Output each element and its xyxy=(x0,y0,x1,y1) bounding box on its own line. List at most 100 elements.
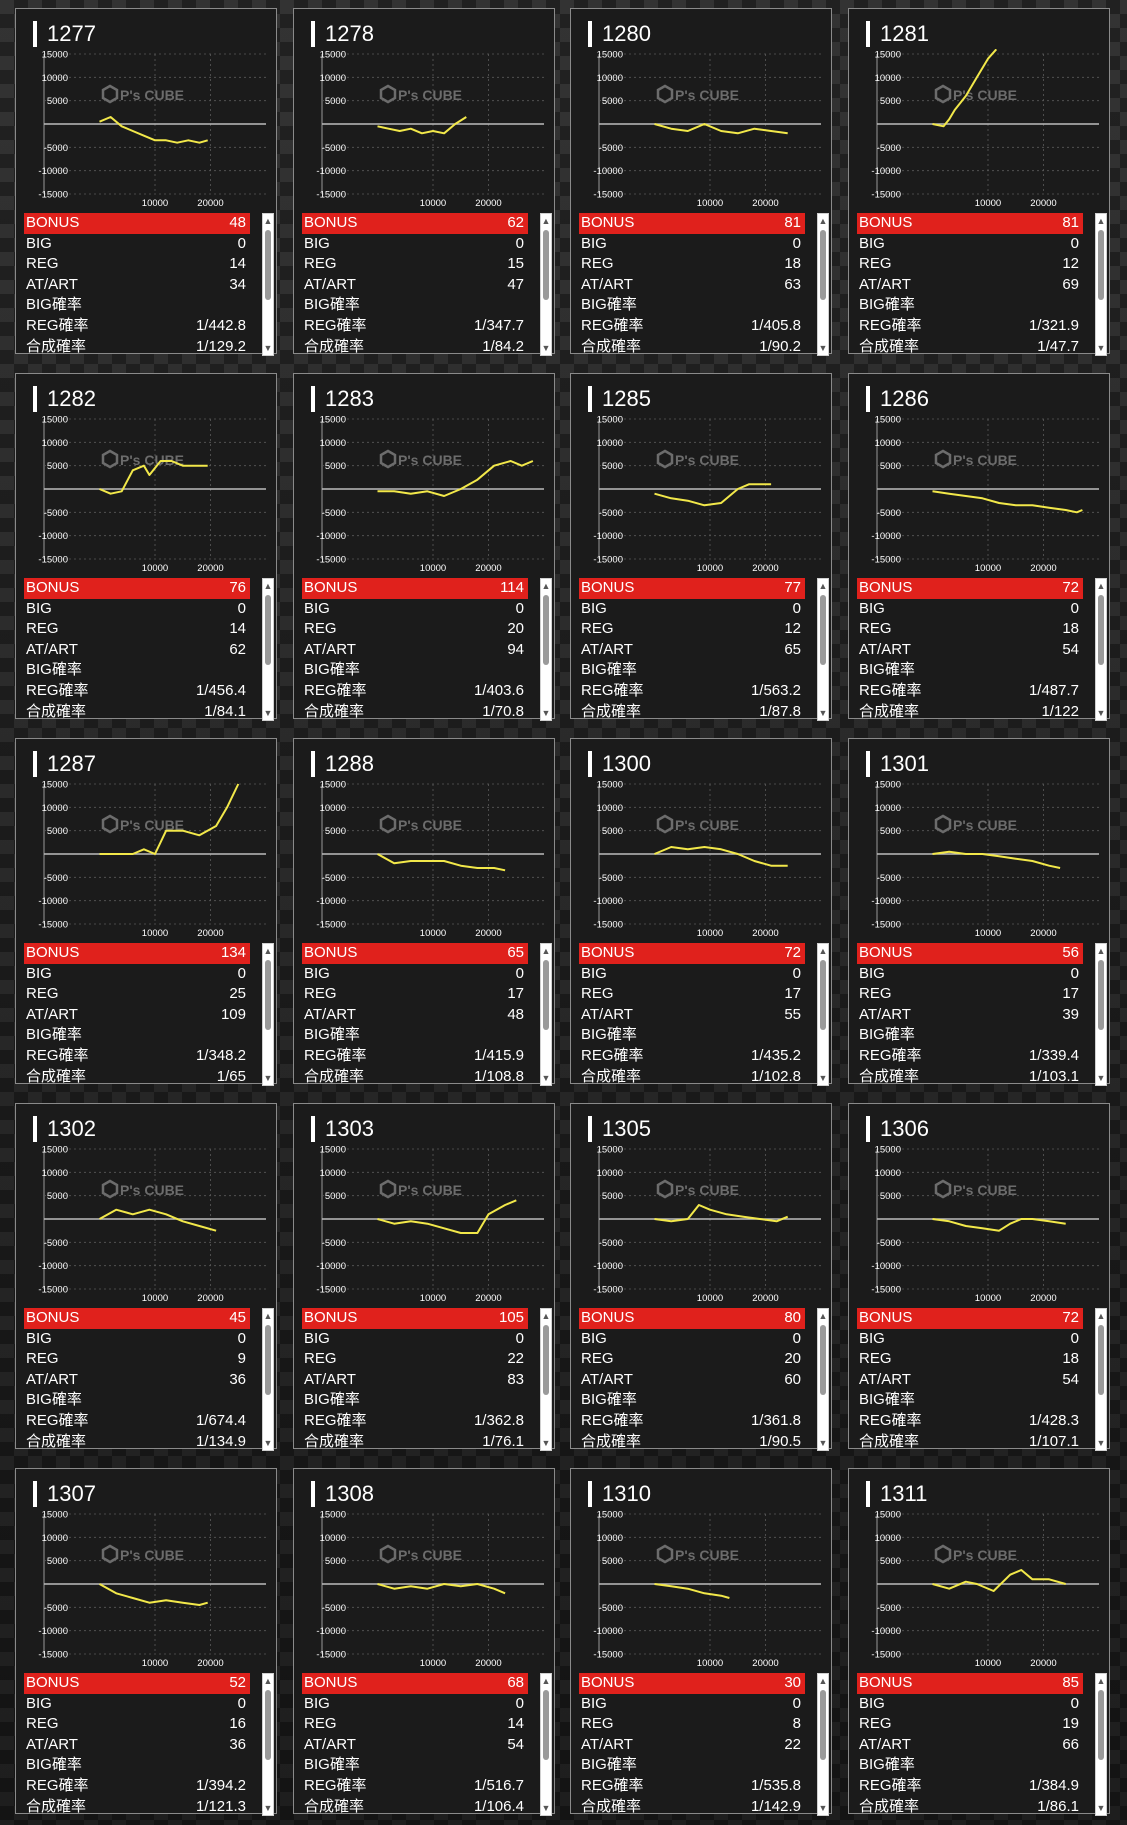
machine-card[interactable]: 1288 P's CUBE 15000 10000 5000 -5000 -10000 -15… xyxy=(293,738,555,1086)
scroll-down-arrow-icon[interactable]: ▼ xyxy=(818,1073,828,1083)
scroll-thumb[interactable] xyxy=(265,595,271,665)
scroll-down-arrow-icon[interactable]: ▼ xyxy=(1096,708,1106,718)
table-scrollbar[interactable]: ▲ ▼ xyxy=(540,213,552,356)
scroll-up-arrow-icon[interactable]: ▲ xyxy=(263,946,273,956)
scroll-up-arrow-icon[interactable]: ▲ xyxy=(263,1676,273,1686)
scroll-down-arrow-icon[interactable]: ▼ xyxy=(541,1073,551,1083)
scroll-thumb[interactable] xyxy=(543,1325,549,1395)
table-scrollbar[interactable]: ▲ ▼ xyxy=(1095,213,1107,356)
scroll-thumb[interactable] xyxy=(820,960,826,1030)
scroll-thumb[interactable] xyxy=(820,230,826,300)
table-scrollbar[interactable]: ▲ ▼ xyxy=(817,1673,829,1816)
scroll-down-arrow-icon[interactable]: ▼ xyxy=(1096,1073,1106,1083)
scroll-down-arrow-icon[interactable]: ▼ xyxy=(263,343,273,353)
scroll-up-arrow-icon[interactable]: ▲ xyxy=(541,1676,551,1686)
scroll-up-arrow-icon[interactable]: ▲ xyxy=(818,1311,828,1321)
scroll-down-arrow-icon[interactable]: ▼ xyxy=(263,708,273,718)
scroll-down-arrow-icon[interactable]: ▼ xyxy=(818,343,828,353)
machine-card[interactable]: 1310 P's CUBE 15000 10000 5000 -5000 -10000 -15… xyxy=(570,1468,832,1816)
machine-card[interactable]: 1305 P's CUBE 15000 10000 5000 -5000 -10000 -15… xyxy=(570,1103,832,1451)
scroll-up-arrow-icon[interactable]: ▲ xyxy=(1096,1676,1106,1686)
machine-card[interactable]: 1301 P's CUBE 15000 10000 5000 -5000 -10000 -15… xyxy=(848,738,1110,1086)
table-scrollbar[interactable]: ▲ ▼ xyxy=(262,1673,274,1816)
scroll-up-arrow-icon[interactable]: ▲ xyxy=(263,216,273,226)
table-scrollbar[interactable]: ▲ ▼ xyxy=(262,943,274,1086)
scroll-down-arrow-icon[interactable]: ▼ xyxy=(1096,1803,1106,1813)
machine-card[interactable]: 1302 P's CUBE 15000 10000 5000 -5000 -10000 -15… xyxy=(15,1103,277,1451)
scroll-down-arrow-icon[interactable]: ▼ xyxy=(263,1438,273,1448)
scroll-down-arrow-icon[interactable]: ▼ xyxy=(263,1073,273,1083)
scroll-thumb[interactable] xyxy=(543,595,549,665)
scroll-up-arrow-icon[interactable]: ▲ xyxy=(263,1311,273,1321)
scroll-thumb[interactable] xyxy=(820,1690,826,1760)
machine-card[interactable]: 1308 P's CUBE 15000 10000 5000 -5000 -10000 -15… xyxy=(293,1468,555,1816)
table-scrollbar[interactable]: ▲ ▼ xyxy=(1095,1308,1107,1451)
table-scrollbar[interactable]: ▲ ▼ xyxy=(1095,578,1107,721)
scroll-down-arrow-icon[interactable]: ▼ xyxy=(818,1803,828,1813)
scroll-thumb[interactable] xyxy=(265,230,271,300)
table-scrollbar[interactable]: ▲ ▼ xyxy=(817,578,829,721)
scroll-thumb[interactable] xyxy=(1098,960,1104,1030)
table-scrollbar[interactable]: ▲ ▼ xyxy=(540,1673,552,1816)
scroll-thumb[interactable] xyxy=(1098,230,1104,300)
table-scrollbar[interactable]: ▲ ▼ xyxy=(540,1308,552,1451)
machine-card[interactable]: 1285 P's CUBE 15000 10000 5000 -5000 -10000 -15… xyxy=(570,373,832,721)
machine-card[interactable]: 1287 P's CUBE 15000 10000 5000 -5000 -10000 -15… xyxy=(15,738,277,1086)
scroll-up-arrow-icon[interactable]: ▲ xyxy=(1096,581,1106,591)
table-scrollbar[interactable]: ▲ ▼ xyxy=(1095,1673,1107,1816)
machine-card[interactable]: 1281 P's CUBE 15000 10000 5000 -5000 -10000 -15… xyxy=(848,8,1110,356)
scroll-up-arrow-icon[interactable]: ▲ xyxy=(818,946,828,956)
scroll-down-arrow-icon[interactable]: ▼ xyxy=(541,1438,551,1448)
scroll-down-arrow-icon[interactable]: ▼ xyxy=(818,1438,828,1448)
table-scrollbar[interactable]: ▲ ▼ xyxy=(262,1308,274,1451)
machine-card[interactable]: 1283 P's CUBE 15000 10000 5000 -5000 -10000 -15… xyxy=(293,373,555,721)
scroll-up-arrow-icon[interactable]: ▲ xyxy=(1096,946,1106,956)
machine-card[interactable]: 1277 P's CUBE 15000 10000 5000 -5000 -10000 -15… xyxy=(15,8,277,356)
scroll-thumb[interactable] xyxy=(543,1690,549,1760)
scroll-thumb[interactable] xyxy=(265,1325,271,1395)
machine-card[interactable]: 1306 P's CUBE 15000 10000 5000 -5000 -10000 -15… xyxy=(848,1103,1110,1451)
scroll-thumb[interactable] xyxy=(1098,1325,1104,1395)
scroll-down-arrow-icon[interactable]: ▼ xyxy=(1096,1438,1106,1448)
table-scrollbar[interactable]: ▲ ▼ xyxy=(540,578,552,721)
machine-card[interactable]: 1282 P's CUBE 15000 10000 5000 -5000 -10000 -15… xyxy=(15,373,277,721)
scroll-down-arrow-icon[interactable]: ▼ xyxy=(541,1803,551,1813)
scroll-thumb[interactable] xyxy=(820,1325,826,1395)
scroll-down-arrow-icon[interactable]: ▼ xyxy=(263,1803,273,1813)
table-scrollbar[interactable]: ▲ ▼ xyxy=(817,943,829,1086)
scroll-down-arrow-icon[interactable]: ▼ xyxy=(818,708,828,718)
scroll-up-arrow-icon[interactable]: ▲ xyxy=(541,946,551,956)
machine-card[interactable]: 1286 P's CUBE 15000 10000 5000 -5000 -10000 -15… xyxy=(848,373,1110,721)
scroll-up-arrow-icon[interactable]: ▲ xyxy=(1096,216,1106,226)
scroll-thumb[interactable] xyxy=(265,960,271,1030)
table-scrollbar[interactable]: ▲ ▼ xyxy=(817,213,829,356)
scroll-up-arrow-icon[interactable]: ▲ xyxy=(1096,1311,1106,1321)
scroll-down-arrow-icon[interactable]: ▼ xyxy=(541,343,551,353)
scroll-thumb[interactable] xyxy=(265,1690,271,1760)
machine-card[interactable]: 1300 P's CUBE 15000 10000 5000 -5000 -10000 -15… xyxy=(570,738,832,1086)
scroll-thumb[interactable] xyxy=(543,230,549,300)
table-scrollbar[interactable]: ▲ ▼ xyxy=(817,1308,829,1451)
table-scrollbar[interactable]: ▲ ▼ xyxy=(262,213,274,356)
scroll-thumb[interactable] xyxy=(543,960,549,1030)
scroll-up-arrow-icon[interactable]: ▲ xyxy=(541,216,551,226)
table-scrollbar[interactable]: ▲ ▼ xyxy=(1095,943,1107,1086)
machine-card[interactable]: 1311 P's CUBE 15000 10000 5000 -5000 -10000 -15… xyxy=(848,1468,1110,1816)
scroll-thumb[interactable] xyxy=(820,595,826,665)
scroll-down-arrow-icon[interactable]: ▼ xyxy=(1096,343,1106,353)
table-scrollbar[interactable]: ▲ ▼ xyxy=(540,943,552,1086)
scroll-thumb[interactable] xyxy=(1098,1690,1104,1760)
scroll-up-arrow-icon[interactable]: ▲ xyxy=(818,1676,828,1686)
scroll-down-arrow-icon[interactable]: ▼ xyxy=(541,708,551,718)
scroll-up-arrow-icon[interactable]: ▲ xyxy=(541,1311,551,1321)
machine-card[interactable]: 1280 P's CUBE 15000 10000 5000 -5000 -10000 -15… xyxy=(570,8,832,356)
machine-card[interactable]: 1303 P's CUBE 15000 10000 5000 -5000 -10000 -15… xyxy=(293,1103,555,1451)
scroll-thumb[interactable] xyxy=(1098,595,1104,665)
table-scrollbar[interactable]: ▲ ▼ xyxy=(262,578,274,721)
machine-card[interactable]: 1278 P's CUBE 15000 10000 5000 -5000 -10000 -15… xyxy=(293,8,555,356)
machine-card[interactable]: 1307 P's CUBE 15000 10000 5000 -5000 -10000 -15… xyxy=(15,1468,277,1816)
scroll-up-arrow-icon[interactable]: ▲ xyxy=(541,581,551,591)
scroll-up-arrow-icon[interactable]: ▲ xyxy=(818,581,828,591)
scroll-up-arrow-icon[interactable]: ▲ xyxy=(818,216,828,226)
scroll-up-arrow-icon[interactable]: ▲ xyxy=(263,581,273,591)
